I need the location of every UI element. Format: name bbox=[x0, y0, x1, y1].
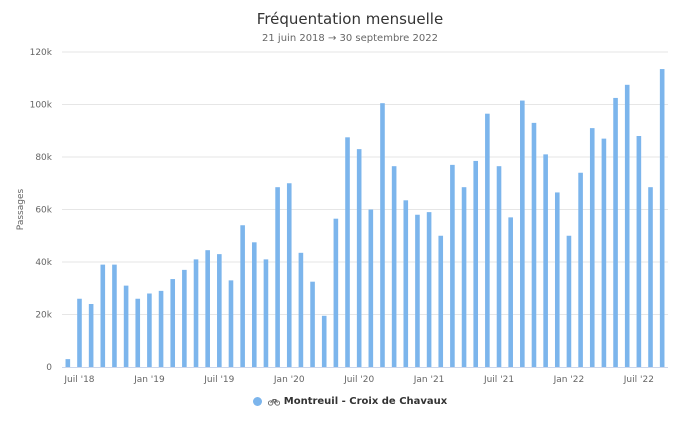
bar[interactable] bbox=[135, 298, 141, 367]
chart-title: Fréquentation mensuelle bbox=[256, 10, 444, 28]
x-tick-label: Juil '22 bbox=[623, 375, 654, 385]
bar[interactable] bbox=[170, 279, 176, 367]
chart-subtitle: 21 juin 2018 → 30 septembre 2022 bbox=[262, 33, 438, 44]
bar[interactable] bbox=[345, 137, 350, 367]
bar[interactable] bbox=[426, 212, 432, 367]
y-tick-label: 20k bbox=[35, 311, 52, 321]
x-tick-label: Jan '22 bbox=[553, 375, 585, 385]
legend-label: Montreuil - Croix de Chavaux bbox=[283, 396, 448, 407]
bar[interactable] bbox=[158, 290, 164, 367]
y-tick-label: 100k bbox=[30, 101, 53, 111]
bar[interactable] bbox=[648, 187, 653, 367]
bar[interactable] bbox=[263, 259, 269, 367]
bar[interactable] bbox=[217, 254, 222, 367]
bar[interactable] bbox=[356, 149, 362, 367]
bar[interactable] bbox=[485, 113, 490, 367]
bar[interactable] bbox=[438, 235, 444, 367]
bar[interactable] bbox=[578, 172, 583, 367]
y-tick-label: 40k bbox=[35, 258, 52, 268]
bar[interactable] bbox=[473, 160, 479, 367]
x-tick-label: Juil '21 bbox=[483, 375, 514, 385]
bar[interactable] bbox=[613, 97, 618, 367]
bar[interactable] bbox=[228, 280, 234, 367]
bar[interactable] bbox=[65, 359, 71, 367]
y-tick-label: 80k bbox=[35, 153, 52, 163]
bar[interactable] bbox=[543, 154, 548, 367]
bar[interactable] bbox=[298, 252, 304, 367]
y-tick-label: 0 bbox=[46, 363, 52, 373]
bar[interactable] bbox=[275, 187, 280, 367]
bar[interactable] bbox=[100, 264, 106, 367]
bar[interactable] bbox=[554, 192, 560, 367]
bar[interactable] bbox=[240, 225, 245, 367]
x-tick-label: Jan '19 bbox=[133, 375, 165, 385]
bar[interactable] bbox=[333, 218, 339, 367]
bar[interactable] bbox=[182, 269, 187, 367]
bar[interactable] bbox=[520, 100, 525, 367]
bar[interactable] bbox=[531, 122, 537, 367]
y-axis-ticks: 0 20k 40k 60k 80k 100k 120k bbox=[30, 48, 53, 373]
bar[interactable] bbox=[286, 183, 292, 367]
bar[interactable] bbox=[251, 242, 257, 367]
y-tick-label: 60k bbox=[35, 206, 52, 216]
bar[interactable] bbox=[450, 164, 455, 367]
bar[interactable] bbox=[147, 293, 152, 368]
bicycle-icon bbox=[267, 398, 280, 406]
y-axis-label: Passages bbox=[16, 189, 26, 231]
bar[interactable] bbox=[403, 200, 409, 367]
bar[interactable] bbox=[321, 315, 327, 367]
bar[interactable] bbox=[380, 103, 385, 367]
bar[interactable] bbox=[310, 281, 315, 367]
x-tick-label: Juil '18 bbox=[63, 375, 94, 385]
bars bbox=[65, 69, 665, 368]
y-tick-label: 120k bbox=[30, 48, 53, 58]
bar[interactable] bbox=[496, 166, 502, 367]
bar[interactable] bbox=[508, 217, 513, 367]
x-tick-label: Jan '20 bbox=[273, 375, 305, 385]
bar[interactable] bbox=[636, 136, 642, 367]
bar[interactable] bbox=[624, 84, 630, 367]
x-axis-ticks: Juil '18 Jan '19 Juil '19 Jan '20 Juil '20 Ja… bbox=[63, 375, 654, 385]
bar[interactable] bbox=[461, 187, 467, 367]
bar[interactable] bbox=[391, 166, 397, 367]
bar[interactable] bbox=[589, 128, 595, 367]
legend-marker bbox=[252, 397, 262, 406]
x-tick-label: Juil '19 bbox=[203, 375, 234, 385]
bar[interactable] bbox=[123, 285, 129, 367]
bar[interactable] bbox=[77, 298, 82, 367]
bar[interactable] bbox=[112, 264, 117, 367]
bar[interactable] bbox=[88, 304, 94, 367]
bar[interactable] bbox=[601, 138, 607, 367]
bar[interactable] bbox=[659, 69, 665, 367]
bar[interactable] bbox=[193, 259, 199, 367]
legend-item[interactable]: Montreuil - Croix de Chavaux bbox=[0, 396, 700, 407]
x-tick-label: Jan '21 bbox=[413, 375, 445, 385]
bar[interactable] bbox=[205, 250, 210, 367]
grid-lines bbox=[62, 51, 668, 315]
bar[interactable] bbox=[566, 235, 572, 367]
bar[interactable] bbox=[368, 209, 374, 368]
bar[interactable] bbox=[415, 214, 420, 367]
x-tick-label: Juil '20 bbox=[343, 375, 374, 385]
